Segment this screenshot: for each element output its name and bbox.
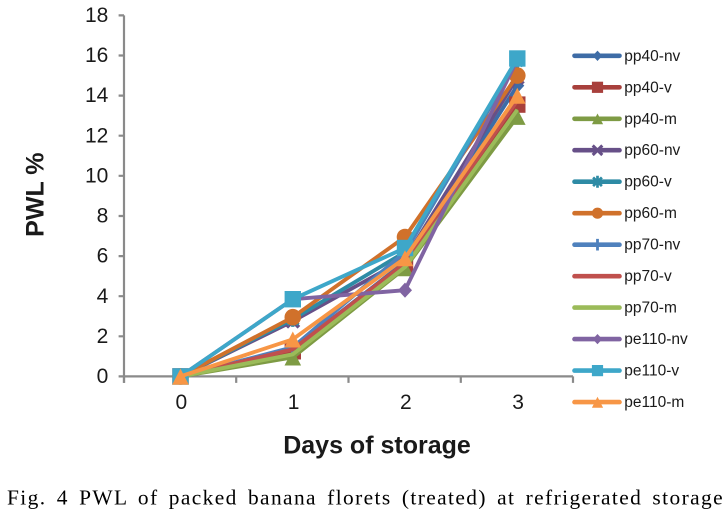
svg-text:pp70-nv: pp70-nv (624, 237, 680, 254)
svg-text:pp40-nv: pp40-nv (624, 48, 680, 65)
svg-text:3: 3 (512, 391, 524, 414)
svg-text:pp40-v: pp40-v (624, 79, 672, 96)
svg-text:pp40-m: pp40-m (624, 111, 677, 128)
svg-text:PWL %: PWL % (22, 153, 50, 237)
svg-text:16: 16 (85, 44, 108, 67)
svg-text:pp70-m: pp70-m (624, 300, 677, 317)
svg-text:0: 0 (97, 365, 109, 388)
svg-text:6: 6 (97, 245, 109, 268)
svg-text:18: 18 (85, 4, 108, 27)
svg-text:2: 2 (400, 391, 412, 414)
svg-text:4: 4 (97, 285, 109, 308)
svg-text:pp70-v: pp70-v (624, 268, 672, 285)
svg-text:pp60-nv: pp60-nv (624, 142, 680, 159)
svg-text:pp60-m: pp60-m (624, 205, 677, 222)
svg-text:Fig. 4 PWL of packed banana fl: Fig. 4 PWL of packed banana florets (tre… (7, 485, 724, 509)
svg-text:Days of storage: Days of storage (283, 432, 471, 460)
svg-text:1: 1 (288, 391, 300, 414)
svg-text:pe110-v: pe110-v (624, 363, 679, 380)
svg-text:12: 12 (85, 124, 108, 147)
svg-text:2: 2 (97, 325, 109, 348)
svg-text:10: 10 (85, 164, 108, 187)
svg-text:0: 0 (175, 391, 187, 414)
svg-text:pp60-v: pp60-v (624, 174, 672, 191)
svg-text:14: 14 (85, 84, 109, 107)
svg-text:pe110-nv: pe110-nv (624, 331, 688, 348)
svg-text:8: 8 (97, 205, 109, 228)
svg-text:pe110-m: pe110-m (624, 394, 684, 411)
